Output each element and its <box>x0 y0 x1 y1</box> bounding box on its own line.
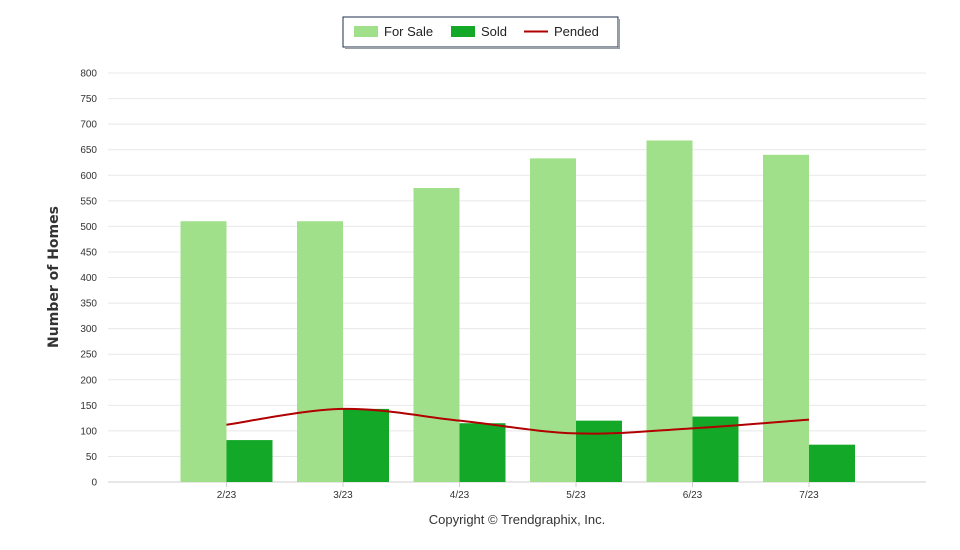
y-tick-label: 500 <box>80 222 97 233</box>
y-tick-label: 750 <box>80 94 97 105</box>
x-tick-label: 4/23 <box>450 490 470 501</box>
for-sale-bar <box>646 140 693 483</box>
legend-items: For Sale Sold Pended <box>354 24 599 39</box>
y-tick-label: 150 <box>80 401 97 412</box>
for-sale-bar <box>763 154 809 483</box>
y-tick-label: 600 <box>80 171 97 182</box>
y-axis-ticks: 0 50 100 150 200 250 300 350 400 450 500 550 600 650 7… <box>80 69 97 489</box>
legend-box-shadow <box>618 19 620 49</box>
y-tick-label: 800 <box>80 69 97 80</box>
y-tick-label: 200 <box>80 375 97 386</box>
x-tick-label: 7/23 <box>799 490 819 501</box>
pended-line <box>226 407 810 435</box>
y-tick-label: 350 <box>80 299 97 310</box>
for-sale-bar <box>413 188 460 482</box>
y-tick-label: 650 <box>80 145 97 156</box>
sold-bar <box>459 423 506 482</box>
y-tick-label: 300 <box>80 324 97 335</box>
y-tick-label: 700 <box>80 120 97 131</box>
pended-line-layer <box>226 407 810 435</box>
y-tick-label: 450 <box>80 247 97 258</box>
copyright-text: Copyright © Trendgraphix, Inc. <box>429 512 606 527</box>
legend-label-sold: Sold <box>481 24 507 39</box>
for-sale-bar <box>530 158 576 482</box>
bars <box>180 140 855 483</box>
for-sale-bar <box>297 221 343 482</box>
x-tick-label: 5/23 <box>566 490 586 501</box>
sold-bar <box>809 444 855 482</box>
x-tick-label: 3/23 <box>333 490 353 501</box>
for-sale-bar <box>180 221 227 482</box>
legend-swatch-for-sale <box>354 26 378 37</box>
x-axis-ticks: 2/23 3/23 4/23 5/23 6/23 7/23 <box>217 482 819 501</box>
sold-bar <box>226 440 273 482</box>
y-tick-label: 100 <box>80 426 97 437</box>
legend: For Sale Sold Pended <box>342 16 620 49</box>
y-tick-label: 50 <box>86 452 98 463</box>
y-axis-label: Number of Homes <box>46 206 62 348</box>
sold-bar <box>343 408 389 482</box>
legend-box-shadow-bottom <box>345 47 620 49</box>
y-tick-label: 550 <box>80 196 97 207</box>
legend-label-for-sale: For Sale <box>384 24 433 39</box>
legend-label-pended: Pended <box>554 24 599 39</box>
sold-bar <box>576 420 622 482</box>
x-tick-label: 6/23 <box>683 490 703 501</box>
y-tick-label: 400 <box>80 273 97 284</box>
y-tick-label: 250 <box>80 350 97 361</box>
y-tick-label: 0 <box>91 478 97 489</box>
x-tick-label: 2/23 <box>217 490 237 501</box>
legend-swatch-sold <box>451 26 475 37</box>
